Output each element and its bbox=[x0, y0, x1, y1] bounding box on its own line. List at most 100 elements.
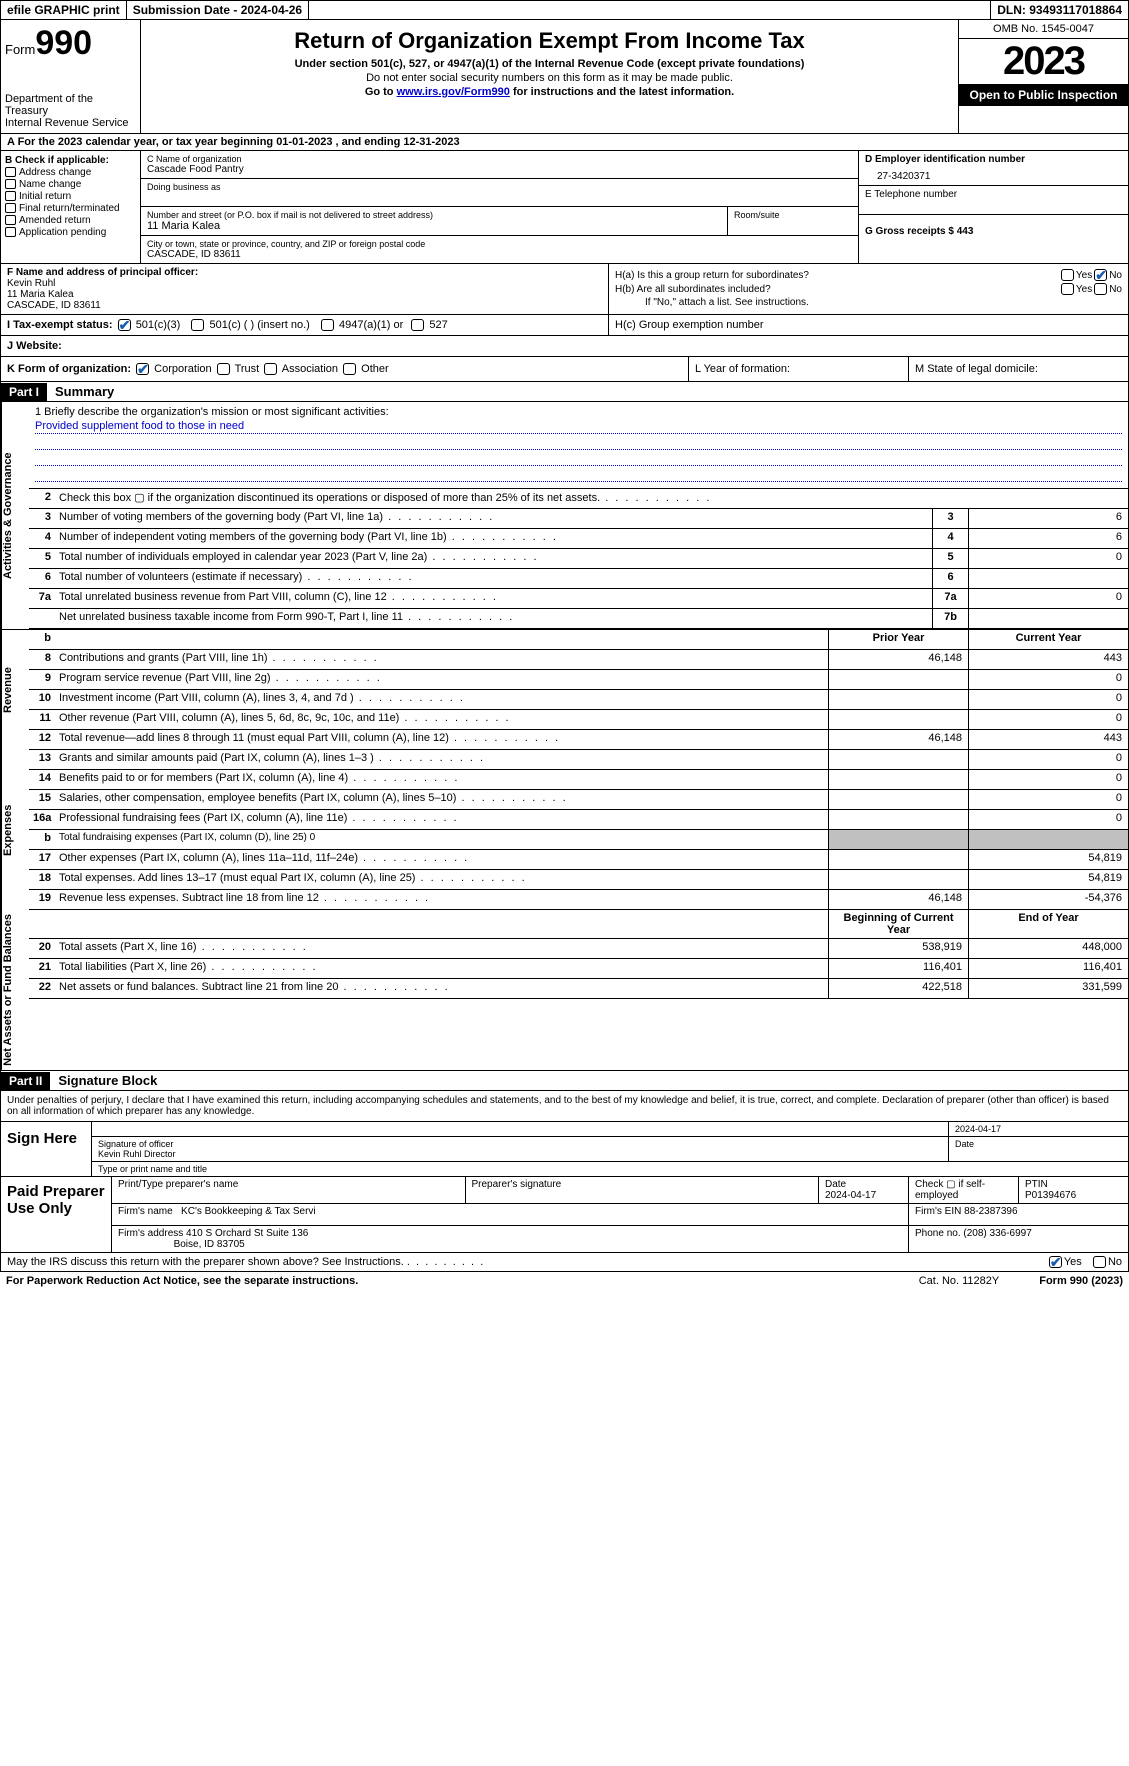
sig-officer-label: Signature of officer bbox=[98, 1139, 942, 1149]
net-line: 22Net assets or fund balances. Subtract … bbox=[29, 979, 1128, 999]
gov-line: 4Number of independent voting members of… bbox=[29, 529, 1128, 549]
tax-status-label: I Tax-exempt status: bbox=[7, 319, 113, 331]
preparer-block: Paid Preparer Use Only Print/Type prepar… bbox=[0, 1177, 1129, 1253]
ha-label: H(a) Is this a group return for subordin… bbox=[615, 270, 1059, 281]
header-center: Return of Organization Exempt From Incom… bbox=[141, 20, 958, 133]
part2-header: Part II Signature Block bbox=[0, 1071, 1129, 1091]
net-line: 20Total assets (Part X, line 16)538,9194… bbox=[29, 939, 1128, 959]
gov-line: 7aTotal unrelated business revenue from … bbox=[29, 589, 1128, 609]
side-net: Net Assets or Fund Balances bbox=[1, 910, 29, 1070]
opt-trust[interactable] bbox=[217, 363, 230, 375]
open-inspection: Open to Public Inspection bbox=[959, 84, 1128, 106]
sign-block: Sign Here 2024-04-17 Signature of office… bbox=[0, 1122, 1129, 1177]
form-number: 990 bbox=[35, 24, 92, 62]
form990-link[interactable]: www.irs.gov/Form990 bbox=[397, 86, 510, 98]
ha-yes[interactable] bbox=[1061, 269, 1074, 281]
hb-label: H(b) Are all subordinates included? bbox=[615, 284, 1059, 295]
block-fh: F Name and address of principal officer:… bbox=[0, 264, 1129, 315]
opt-final-return[interactable]: Final return/terminated bbox=[5, 203, 136, 214]
rev-line: 11Other revenue (Part VIII, column (A), … bbox=[29, 710, 1128, 730]
subtitle-1: Under section 501(c), 527, or 4947(a)(1)… bbox=[149, 58, 950, 70]
mission-label: 1 Briefly describe the organization's mi… bbox=[35, 406, 1122, 418]
hb-no[interactable] bbox=[1094, 283, 1107, 295]
gov-line: 6Total number of volunteers (estimate if… bbox=[29, 569, 1128, 589]
current-year-hdr: Current Year bbox=[968, 630, 1128, 649]
exp-line: 17Other expenses (Part IX, column (A), l… bbox=[29, 850, 1128, 870]
opt-address-change[interactable]: Address change bbox=[5, 167, 136, 178]
opt-other[interactable] bbox=[343, 363, 356, 375]
box-b-label: B Check if applicable: bbox=[5, 155, 136, 166]
goto-pre: Go to bbox=[365, 86, 397, 98]
org-name-label: C Name of organization bbox=[147, 154, 852, 164]
street-value: 11 Maria Kalea bbox=[147, 220, 721, 232]
type-name-label: Type or print name and title bbox=[91, 1162, 1128, 1176]
exp-line: 16aProfessional fundraising fees (Part I… bbox=[29, 810, 1128, 830]
part1-header: Part I Summary bbox=[0, 382, 1129, 402]
exp-line: 13Grants and similar amounts paid (Part … bbox=[29, 750, 1128, 770]
opt-initial-return[interactable]: Initial return bbox=[5, 191, 136, 202]
firm-addr2: Boise, ID 83705 bbox=[174, 1239, 245, 1250]
officer-addr2: CASCADE, ID 83611 bbox=[7, 300, 602, 311]
subtitle-3: Go to www.irs.gov/Form990 for instructio… bbox=[149, 86, 950, 98]
opt-assoc[interactable] bbox=[264, 363, 277, 375]
website-label: J Website: bbox=[7, 340, 62, 352]
discuss-no[interactable] bbox=[1093, 1256, 1106, 1268]
rev-col-headers: b Prior Year Current Year bbox=[29, 630, 1128, 650]
part2-title: Signature Block bbox=[50, 1071, 165, 1090]
section-governance: Activities & Governance 1 Briefly descri… bbox=[0, 402, 1129, 629]
opt-501c[interactable] bbox=[191, 319, 204, 331]
firm-addr1: 410 S Orchard St Suite 136 bbox=[186, 1228, 308, 1239]
preparer-title: Paid Preparer Use Only bbox=[1, 1177, 111, 1252]
ha-no[interactable] bbox=[1094, 269, 1107, 281]
officer-addr1: 11 Maria Kalea bbox=[7, 289, 602, 300]
part1-title: Summary bbox=[47, 382, 122, 401]
form-header: Form990 Department of the Treasury Inter… bbox=[0, 20, 1129, 134]
net-line: 21Total liabilities (Part X, line 26)116… bbox=[29, 959, 1128, 979]
prep-date-label: Date bbox=[825, 1179, 846, 1190]
opt-corp[interactable] bbox=[136, 363, 149, 375]
top-bar: efile GRAPHIC print Submission Date - 20… bbox=[0, 0, 1129, 20]
box-de: D Employer identification number 27-3420… bbox=[858, 151, 1128, 263]
header-right: OMB No. 1545-0047 2023 Open to Public In… bbox=[958, 20, 1128, 133]
opt-501c3[interactable] bbox=[118, 319, 131, 331]
exp-line: 19Revenue less expenses. Subtract line 1… bbox=[29, 890, 1128, 910]
firm-addr-label: Firm's address bbox=[118, 1228, 183, 1239]
section-expenses: Expenses 13Grants and similar amounts pa… bbox=[0, 750, 1129, 910]
ptin-label: PTIN bbox=[1025, 1179, 1048, 1190]
line-m: M State of legal domicile: bbox=[908, 357, 1128, 381]
box-c: C Name of organization Cascade Food Pant… bbox=[141, 151, 858, 263]
prep-sig-label: Preparer's signature bbox=[465, 1177, 819, 1203]
exp-line: bTotal fundraising expenses (Part IX, co… bbox=[29, 830, 1128, 850]
side-expenses: Expenses bbox=[1, 750, 29, 910]
cat-no: Cat. No. 11282Y bbox=[919, 1275, 1000, 1287]
treasury-dept: Department of the Treasury bbox=[5, 93, 136, 117]
opt-name-change[interactable]: Name change bbox=[5, 179, 136, 190]
section-revenue: Revenue b Prior Year Current Year 8Contr… bbox=[0, 629, 1129, 750]
discuss-row: May the IRS discuss this return with the… bbox=[0, 1253, 1129, 1272]
side-governance: Activities & Governance bbox=[1, 402, 29, 629]
omb-number: OMB No. 1545-0047 bbox=[959, 20, 1128, 39]
rev-line: 9Program service revenue (Part VIII, lin… bbox=[29, 670, 1128, 690]
part2-tag: Part II bbox=[1, 1072, 50, 1090]
firm-ein: 88-2387396 bbox=[964, 1206, 1017, 1217]
firm-phone-label: Phone no. bbox=[915, 1228, 961, 1239]
discuss-yes[interactable] bbox=[1049, 1256, 1062, 1268]
submission-date: Submission Date - 2024-04-26 bbox=[127, 1, 309, 19]
form-title: Return of Organization Exempt From Incom… bbox=[149, 28, 950, 54]
firm-phone: (208) 336-6997 bbox=[963, 1228, 1031, 1239]
sig-officer-name: Kevin Ruhl Director bbox=[98, 1149, 942, 1159]
rev-line: 10Investment income (Part VIII, column (… bbox=[29, 690, 1128, 710]
efile-label: efile GRAPHIC print bbox=[1, 1, 127, 19]
hb-yes[interactable] bbox=[1061, 283, 1074, 295]
row-klm: K Form of organization: Corporation Trus… bbox=[0, 357, 1129, 382]
opt-application-pending[interactable]: Application pending bbox=[5, 227, 136, 238]
prior-year-hdr: Prior Year bbox=[828, 630, 968, 649]
sign-date: 2024-04-17 bbox=[948, 1122, 1128, 1136]
prep-self-employed[interactable]: Check ▢ if self-employed bbox=[908, 1177, 1018, 1203]
officer-name: Kevin Ruhl bbox=[7, 278, 602, 289]
pra-notice: For Paperwork Reduction Act Notice, see … bbox=[6, 1275, 358, 1287]
opt-amended-return[interactable]: Amended return bbox=[5, 215, 136, 226]
opt-527[interactable] bbox=[411, 319, 424, 331]
opt-4947[interactable] bbox=[321, 319, 334, 331]
part1-tag: Part I bbox=[1, 383, 47, 401]
